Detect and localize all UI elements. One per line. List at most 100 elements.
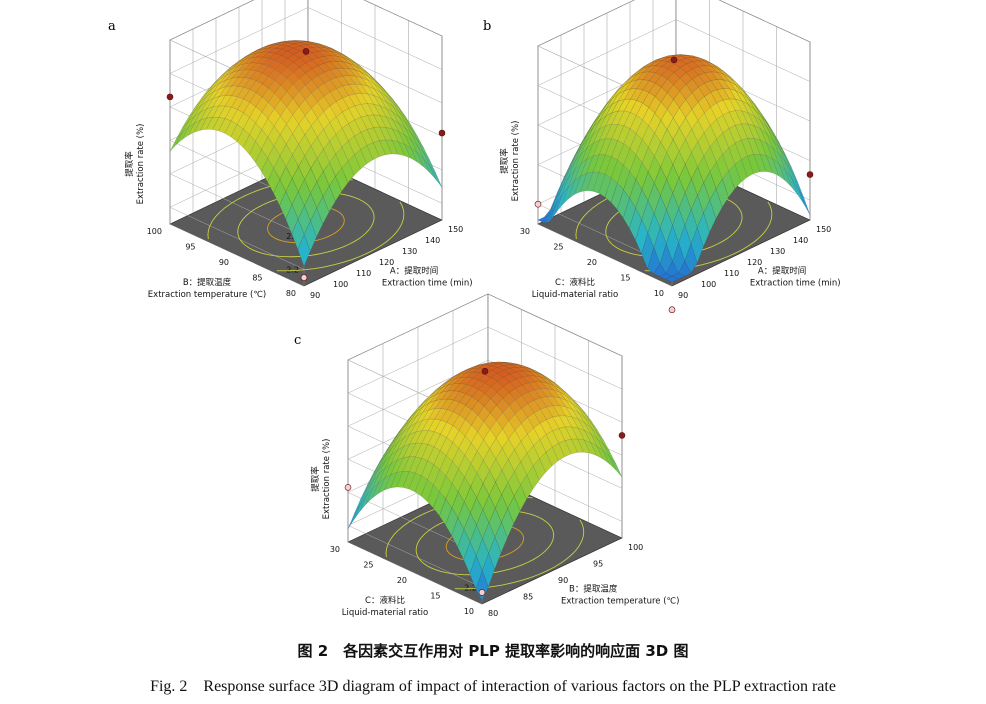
design-point [534,200,542,208]
surface-patch [249,122,262,142]
x-axis-label-cn: B：提取温度 [569,584,618,595]
surface-patch [378,474,392,494]
floor-contour [276,201,405,272]
x-axis-label-en: Extraction time (min) [382,279,473,289]
surface-patch [685,78,699,93]
x-axis-label-en: Extraction time (min) [750,279,841,289]
surface-patch [678,260,692,277]
x-tick-label: 150 [816,225,831,234]
surface-patch [237,77,251,88]
surface-patch [273,178,287,206]
surface-patch [200,116,214,131]
surface-patch [379,443,393,464]
x-tick-label: 130 [402,247,417,256]
design-point [300,274,308,281]
surface-patch [219,68,233,80]
surface-panel-b: 2.42.62.833.2901001101201301401501015202… [483,0,841,314]
surface-patch [490,367,505,374]
surface-patch [249,106,263,124]
surface-patch [182,122,195,140]
z-axis-label-en: Extraction rate (%) [322,439,332,520]
panel-letter: b [483,19,491,34]
surface-patch [361,77,375,90]
surface-patch [428,391,443,404]
surface-patch [504,362,517,365]
surface-patch [256,47,270,54]
x-tick-label: 100 [701,280,716,289]
surface-patch [263,43,276,48]
surface-patch [237,69,251,78]
surface-patch [722,147,736,172]
x-tick-label: 140 [425,236,440,245]
z-axis-label-en: Extraction rate (%) [136,124,146,205]
z-axis-label-en: Extraction rate (%) [511,121,521,202]
x-tick-label: 80 [488,609,498,618]
surface-patch [473,364,486,369]
surface-patch [353,495,367,520]
surface-patch [434,419,448,435]
surface-patch [532,458,546,481]
surface-patch [550,181,564,210]
y-tick-label: 15 [620,274,630,283]
surface-patch [604,177,618,203]
surface-patch [257,45,270,51]
panel-letter: c [294,333,301,348]
y-axis-label-cn: C：液料比 [365,595,405,606]
surface-patch [697,112,711,134]
surface-patch [665,275,679,283]
surface-patch [605,124,619,140]
y-tick-label: 90 [219,258,229,267]
surface-patch [466,365,480,370]
y-tick-label: 95 [185,243,195,252]
surface-patch [585,414,598,431]
y-axis-label-en: Liquid-material ratio [342,608,428,618]
surface-patch [305,79,319,94]
y-tick-label: 15 [430,592,440,601]
surface-patch [470,431,484,452]
x-axis-label-cn: A：提取时间 [758,266,806,277]
surface-patch [447,377,462,386]
surface-patch [537,213,551,224]
surface-panel-c: 2.22.42.62.833.2808590951001015202530B：提… [294,293,679,618]
surface-patch [297,234,311,267]
surface-patch [286,114,300,135]
y-axis-label-cn: B：提取温度 [183,277,232,288]
x-tick-label: 110 [724,269,739,278]
z-tick-label: 2.2 [286,265,299,274]
surface-patch [414,475,428,497]
x-tick-label: 120 [379,258,394,267]
surface-patch [403,431,417,447]
surface-patch [366,463,380,486]
surface-patch [225,62,239,73]
surface-patch [577,438,591,454]
surface-patch [545,446,559,467]
surface-mesh [347,361,623,602]
surface-patch [409,442,423,458]
surface-patch [238,54,251,63]
surface-patch [188,100,202,117]
y-tick-label: 10 [464,607,474,616]
surface-patch [200,97,214,113]
surface-patch [238,53,252,62]
z-tick-label: 2.4 [286,232,299,241]
y-tick-label: 80 [286,289,296,298]
surface-patch [385,433,399,453]
x-tick-label: 95 [593,560,603,569]
x-tick-label: 150 [448,225,463,234]
z-grid-line [347,293,623,423]
surface-patch [366,473,380,496]
y-tick-label: 20 [397,576,407,585]
surface-patch [564,438,578,455]
surface-patch [785,156,798,183]
surface-patch [230,124,244,142]
surface-patch [317,111,331,130]
surface-patch [354,489,367,514]
surface-patch [671,272,685,280]
surface-patch [249,92,263,107]
surface-patch [303,220,317,252]
surface-patch [759,128,774,149]
y-tick-label: 85 [252,274,262,283]
surface-patch [255,96,269,113]
surface-patch [398,417,411,434]
